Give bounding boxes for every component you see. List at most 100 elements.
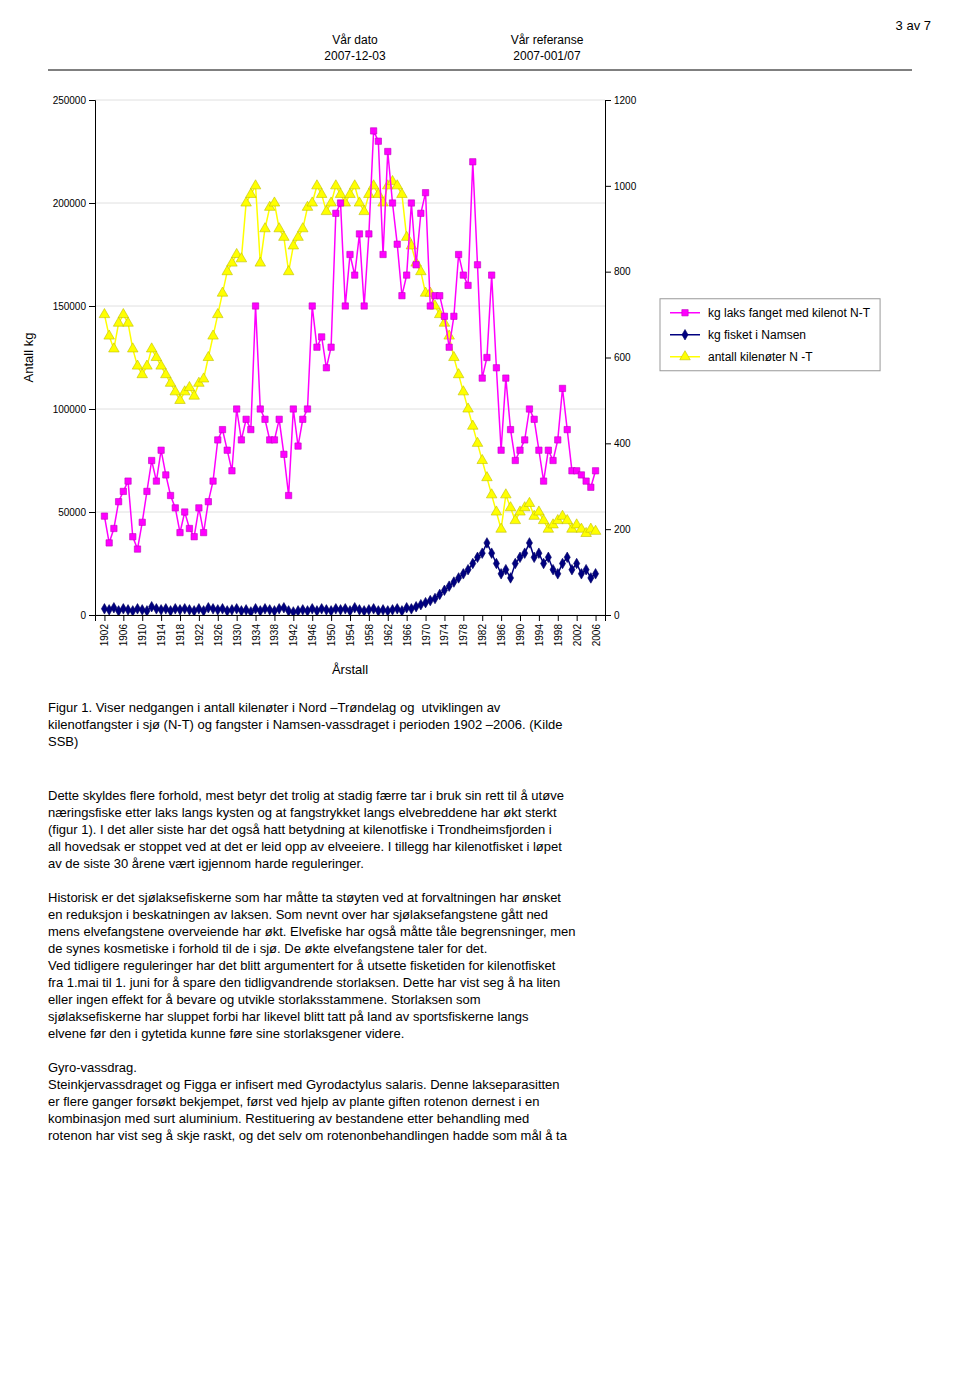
series-point	[191, 606, 197, 615]
grid	[95, 100, 605, 615]
series-point	[314, 606, 320, 615]
series-point	[208, 330, 219, 339]
series-point	[592, 468, 598, 474]
series-point	[364, 188, 375, 197]
series-point	[219, 426, 225, 432]
series-point	[326, 197, 337, 206]
series-point	[474, 262, 480, 268]
y2-axis-tick-mark	[605, 358, 611, 359]
y2-axis-tick: 400	[605, 438, 631, 449]
x-axis-tick: 1918	[175, 615, 186, 646]
series-point	[564, 426, 570, 432]
y-axis-tick-label: 0	[80, 610, 86, 621]
x-axis-tick: 1938	[269, 615, 280, 646]
series-point	[182, 509, 188, 515]
series-point	[217, 287, 228, 296]
body-line: næringsfiske etter laks langs kysten og …	[48, 805, 557, 820]
series-point	[446, 344, 452, 350]
series-point	[227, 257, 238, 266]
series-point	[243, 605, 249, 615]
series-point	[142, 360, 153, 369]
series-point	[323, 365, 329, 371]
series-point	[257, 606, 263, 615]
series-point	[248, 426, 254, 432]
x-axis-tick-mark	[482, 615, 483, 621]
series-point	[175, 394, 186, 403]
series-point	[333, 210, 339, 216]
legend-item: kg fisket i Namsen	[670, 328, 806, 342]
x-axis-tick-mark	[539, 615, 540, 621]
series-point	[304, 406, 310, 412]
x-axis-tick-label: 1954	[345, 624, 356, 647]
x-axis-tick-label: 1918	[175, 624, 186, 647]
x-axis-tick-mark	[123, 615, 124, 621]
series-point	[356, 231, 362, 237]
series-point	[123, 317, 134, 326]
series-point	[215, 437, 221, 443]
series-point	[151, 351, 162, 360]
series-point	[444, 330, 455, 339]
series-point	[137, 369, 148, 378]
series-point	[234, 604, 240, 615]
series-point	[149, 601, 155, 612]
series-point	[113, 317, 124, 326]
series-point	[260, 223, 271, 232]
series-point	[423, 597, 429, 608]
y2-axis-tick-mark	[605, 272, 611, 273]
series-point	[368, 180, 379, 189]
series-point	[540, 478, 546, 484]
series-point	[345, 188, 356, 197]
series-point	[200, 529, 206, 535]
series-point	[590, 525, 601, 534]
x-axis-tick: 1966	[402, 615, 413, 646]
series-point	[507, 426, 513, 432]
series-point	[493, 558, 499, 569]
y-axis-tick-label: 150000	[53, 301, 87, 312]
y-axis-tick-label: 100000	[53, 404, 87, 415]
series-point	[191, 534, 197, 540]
y2-axis-tick: 200	[605, 524, 631, 535]
x-axis-tick-label: 1902	[99, 624, 110, 647]
series-point	[109, 343, 120, 352]
series-point	[210, 478, 216, 484]
series-point	[538, 515, 549, 524]
x-axis-tick: 1958	[364, 615, 375, 646]
series-point	[583, 478, 589, 484]
series-point	[460, 272, 466, 278]
header-rule	[48, 70, 912, 71]
series-point	[229, 468, 235, 474]
y-axis-tick: 0	[80, 610, 95, 621]
series-point	[312, 180, 323, 189]
series-point	[517, 447, 523, 453]
series-point	[574, 558, 580, 569]
series-point	[484, 354, 490, 360]
y2-axis-tick-mark	[605, 529, 611, 530]
series-point	[163, 472, 169, 478]
series-point	[394, 604, 400, 615]
series-point	[130, 534, 136, 540]
y-axis-tick-label: 200000	[53, 198, 87, 209]
x-axis-tick-mark	[331, 615, 332, 621]
series-point	[224, 447, 230, 453]
y2-axis-tick: 0	[605, 610, 620, 621]
series-point	[295, 443, 301, 449]
series-point	[465, 282, 471, 288]
x-axis-tick-label: 2002	[572, 624, 583, 647]
x-axis-tick: 1982	[477, 615, 488, 646]
y2-axis-tick-mark	[605, 615, 611, 616]
x-axis-tick-mark	[407, 615, 408, 621]
series-point	[536, 548, 542, 559]
series-point	[196, 505, 202, 511]
series-point	[524, 497, 535, 506]
series-point	[491, 506, 502, 515]
series-point	[526, 538, 532, 549]
caption-line: SSB)	[48, 734, 78, 749]
series-point	[427, 595, 433, 606]
series-point	[465, 564, 471, 575]
legend: kg laks fanget med kilenot N-Tkg fisket …	[660, 299, 880, 371]
body-text: Dette skyldes flere forhold, mest betyr …	[48, 788, 576, 1143]
series-point	[458, 386, 469, 395]
series-point	[422, 190, 428, 196]
series-point	[101, 513, 107, 519]
series-point	[470, 159, 476, 165]
